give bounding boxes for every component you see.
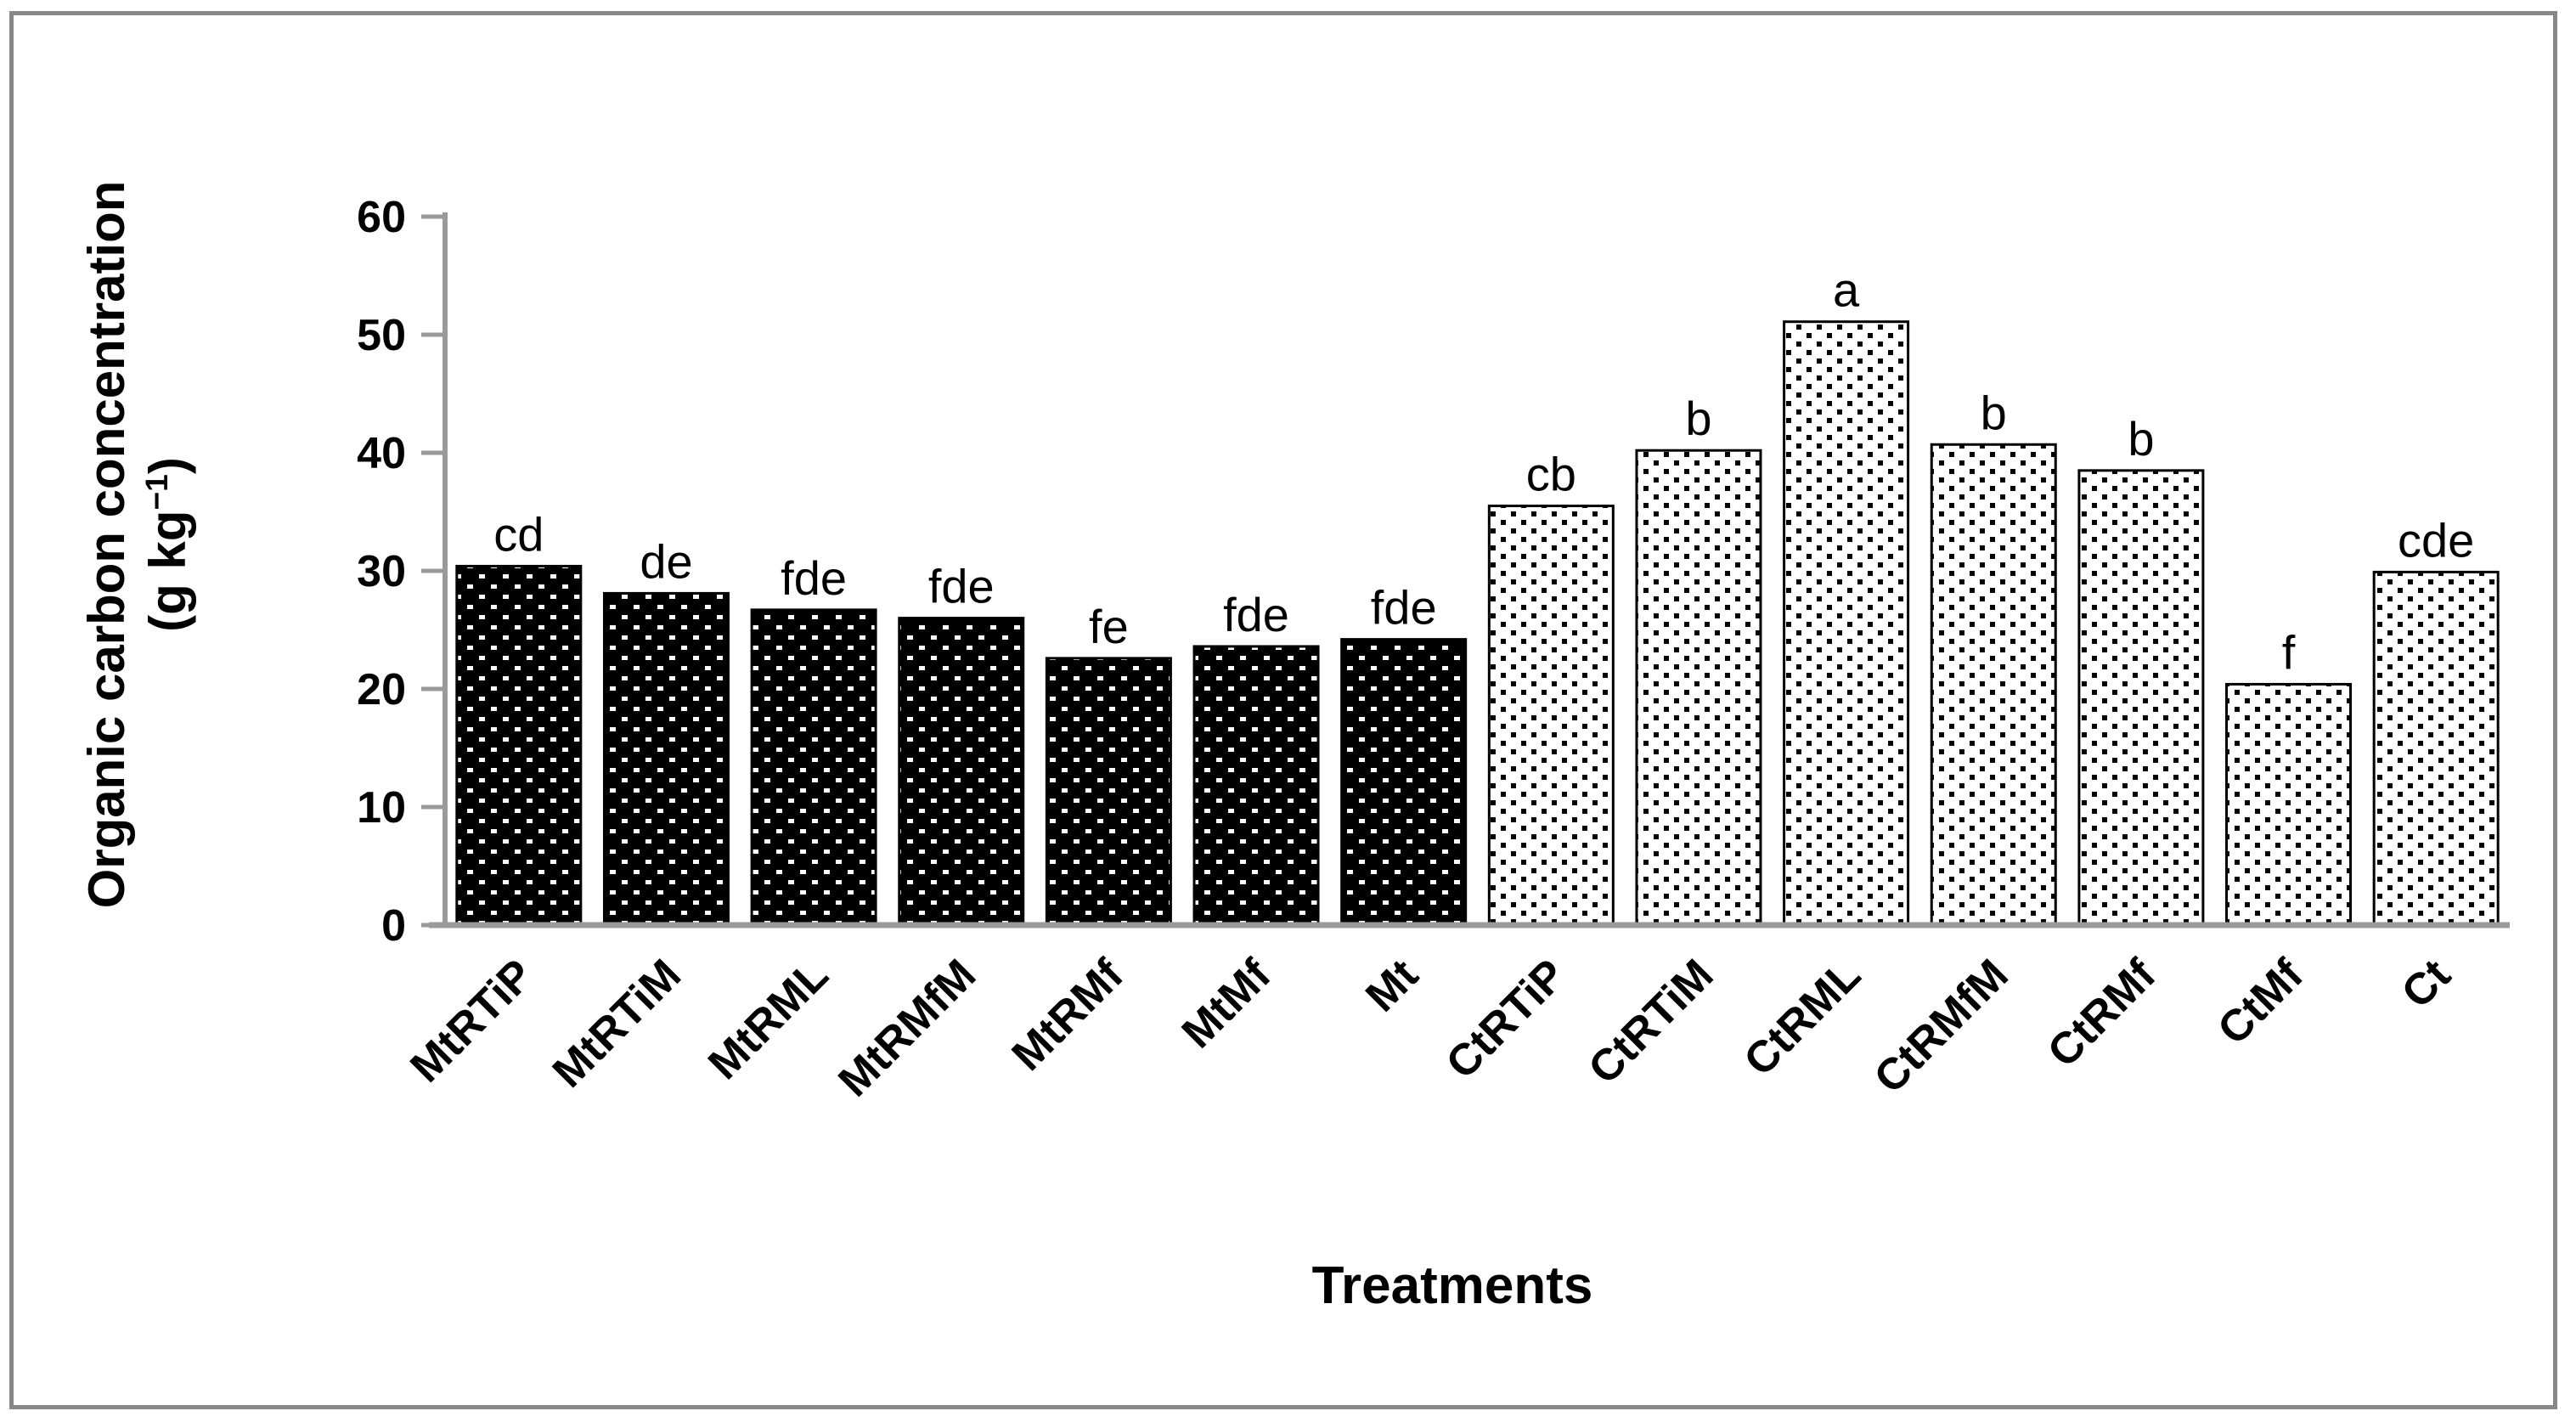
bar-CtRML — [1783, 320, 1910, 927]
figure-border — [9, 11, 2557, 1409]
bars — [455, 320, 2500, 927]
x-category-label-CtRMf: CtRMf — [2038, 950, 2166, 1077]
y-axis-title: Organic carbon concentration (g kg−1) — [76, 77, 204, 1012]
x-category-label-MtRTiP: MtRTiP — [401, 950, 543, 1092]
y-axis-ticks: 60 50 40 30 20 10 0 — [357, 193, 447, 951]
y-tick-label-30: 30 — [357, 547, 406, 596]
letter-CtRMfM: b — [1981, 386, 2007, 439]
letter-Mt: fde — [1371, 581, 1437, 635]
bar-MtRMfM — [898, 617, 1025, 927]
bar-CtRTiP — [1487, 505, 1615, 927]
x-category-label-Ct: Ct — [2393, 950, 2460, 1018]
bar-MtMf — [1192, 645, 1320, 927]
bar-CtRTiM — [1635, 449, 1762, 927]
letter-MtRMf: fe — [1089, 600, 1129, 653]
letter-MtRTiM: de — [640, 534, 692, 588]
x-category-label-MtRMf: MtRMf — [1003, 950, 1134, 1081]
bar-MtRTiP — [455, 564, 583, 927]
y-tick-label-50: 50 — [357, 311, 406, 360]
letter-MtRMfM: fde — [928, 560, 995, 613]
bar-MtRMf — [1045, 657, 1172, 927]
letter-CtRTiM: b — [1685, 392, 1711, 445]
x-category-label-MtRMfM: MtRMfM — [829, 950, 985, 1106]
letter-MtRTiP: cd — [493, 507, 544, 561]
x-category-label-CtRMfM: CtRMfM — [1865, 950, 2018, 1103]
letter-MtRML: fde — [781, 551, 847, 605]
bar-CtRMf — [2077, 469, 2205, 927]
x-category-label-CtRTiP: CtRTiP — [1437, 950, 1575, 1088]
bar-CtMf — [2225, 682, 2353, 927]
letter-CtMf: f — [2282, 625, 2296, 679]
y-axis-unit-superscript: −1 — [138, 474, 174, 511]
letter-CtRTiP: cb — [1526, 448, 1576, 501]
bar-MtRTiM — [602, 591, 730, 927]
bar-MtRML — [750, 608, 877, 927]
y-axis-title-line1: Organic carbon concentration — [78, 180, 135, 909]
x-category-label-MtRTiM: MtRTiM — [544, 950, 691, 1097]
letter-CtRML: a — [1833, 263, 1860, 317]
letter-CtRMf: b — [2128, 412, 2154, 466]
x-category-label-CtRTiM: CtRTiM — [1579, 950, 1722, 1093]
x-category-label-CtMf: CtMf — [2208, 950, 2313, 1054]
y-axis-title-line2: (g kg−1) — [138, 457, 196, 632]
y-tick-label-0: 0 — [381, 901, 406, 951]
y-tick-label-60: 60 — [357, 193, 406, 242]
significance-letters: cd de fde fde fe fde fde cb b a b b f cde — [493, 263, 2474, 680]
y-tick-label-40: 40 — [357, 429, 406, 478]
bar-CtRMfM — [1930, 443, 2057, 927]
y-tick-label-20: 20 — [357, 665, 406, 714]
y-tick-label-10: 10 — [357, 783, 406, 833]
bar-Mt — [1340, 638, 1468, 927]
letter-MtMf: fde — [1223, 588, 1289, 641]
x-category-label-MtRML: MtRML — [699, 950, 838, 1089]
x-category-label-MtMf: MtMf — [1173, 950, 1281, 1058]
bar-Ct — [2372, 570, 2500, 927]
x-axis-title: Treatments — [1311, 1256, 1593, 1315]
letter-Ct: cde — [2398, 513, 2474, 567]
x-category-label-CtRML: CtRML — [1735, 950, 1870, 1085]
x-category-label-Mt: Mt — [1356, 950, 1428, 1021]
